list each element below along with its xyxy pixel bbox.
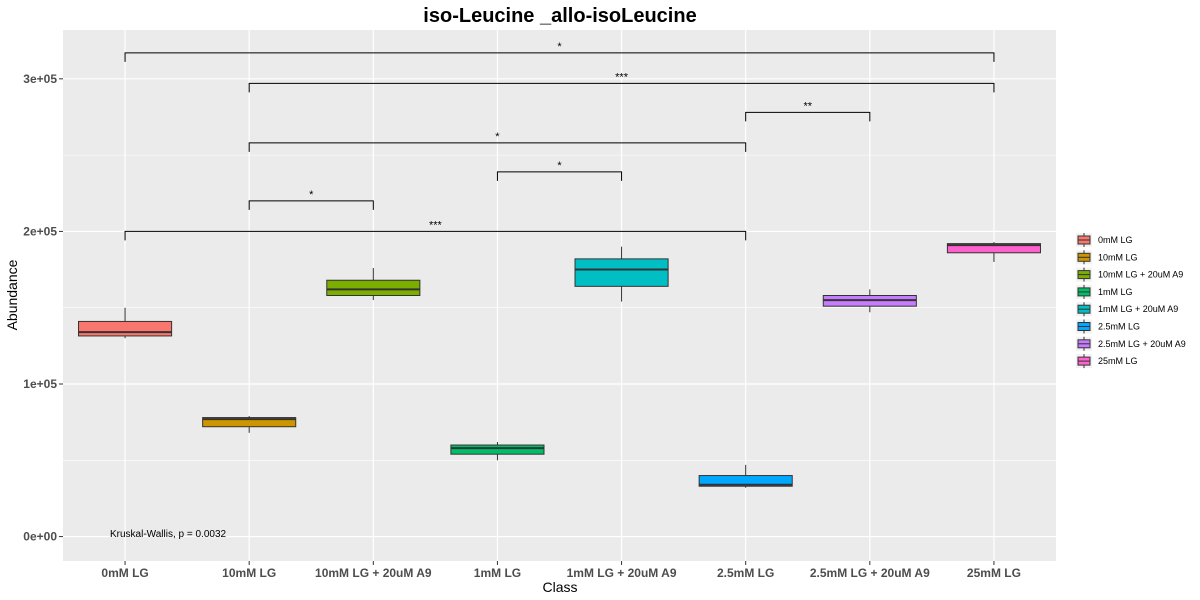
x-tick-label: 10mM LG + 20uM A9 (315, 566, 432, 580)
significance-label: * (309, 189, 314, 201)
comparison-bracket: * (248, 131, 747, 152)
legend-label: 10mM LG (1098, 252, 1138, 262)
comparison-bracket: * (124, 41, 995, 62)
box-3 (326, 268, 421, 301)
y-tick-label: 0e+00 (23, 530, 57, 544)
x-tick-label: 25mM LG (967, 566, 1021, 580)
box-body (574, 258, 669, 287)
box-body (698, 475, 793, 487)
significance-label: * (495, 131, 500, 143)
legend-item: 1mM LG (1076, 284, 1133, 299)
significance-label: ** (803, 100, 812, 112)
chart-title: iso-Leucine _allo-isoLeucine (423, 5, 696, 27)
kruskal-wallis-annotation: Kruskal-Wallis, p = 0.0032 (110, 529, 227, 540)
legend-item: 25mM LG (1076, 354, 1138, 369)
significance-label: *** (429, 219, 443, 231)
boxes (78, 242, 1041, 488)
y-tick-label: 1e+05 (23, 377, 57, 391)
x-tick-label: 1mM LG + 20uM A9 (567, 566, 677, 580)
legend-item: 2.5mM LG (1076, 319, 1140, 334)
bracket-line (124, 52, 995, 62)
y-tick-label: 3e+05 (23, 72, 57, 86)
bracket-line (248, 142, 747, 152)
box-2 (202, 416, 297, 433)
legend-label: 1mM LG + 20uM A9 (1098, 304, 1178, 314)
bracket-line (745, 111, 871, 122)
legend-label: 2.5mM LG + 20uM A9 (1098, 339, 1186, 349)
x-tick-label: 0mM LG (101, 566, 148, 580)
legend: 0mM LG 10mM LG 10mM LG + 20uM A9 1mM LG 1mM … (1076, 233, 1186, 369)
box-6 (698, 464, 793, 488)
comparison-bracket: * (496, 160, 623, 181)
legend-item: 10mM LG + 20uM A9 (1076, 267, 1183, 282)
box-4 (450, 441, 545, 461)
x-tick-label: 2.5mM LG (717, 566, 774, 580)
legend-item: 2.5mM LG + 20uM A9 (1076, 336, 1186, 351)
legend-label: 0mM LG (1098, 235, 1133, 245)
box-1 (78, 307, 173, 339)
box-7 (822, 289, 917, 313)
box-body (450, 444, 545, 455)
bracket-line (496, 171, 623, 181)
x-axis-title: Class (542, 579, 577, 595)
box-body (946, 243, 1041, 254)
bracket-line (248, 200, 374, 210)
significance-label: *** (615, 71, 629, 83)
box-body (78, 320, 173, 337)
y-axis: 0e+00 1e+05 2e+05 3e+05 (23, 72, 63, 544)
legend-item: 10mM LG (1076, 250, 1138, 265)
box-body (326, 279, 421, 297)
y-axis-title: Abundance (4, 259, 20, 330)
x-tick-label: 1mM LG (474, 566, 521, 580)
y-tick-label: 2e+05 (23, 224, 57, 238)
minor-gridlines (63, 154, 1056, 461)
significance-brackets: ************ (124, 41, 995, 241)
box-8 (946, 242, 1041, 262)
comparison-bracket: *** (124, 219, 747, 241)
significance-label: * (557, 41, 562, 53)
comparison-bracket: *** (248, 71, 995, 93)
legend-item: 0mM LG (1076, 233, 1133, 247)
significance-label: * (557, 160, 562, 172)
x-tick-label: 10mM LG (222, 566, 276, 580)
legend-label: 10mM LG + 20uM A9 (1098, 270, 1183, 280)
legend-label: 25mM LG (1098, 356, 1138, 366)
legend-label: 2.5mM LG (1098, 322, 1140, 332)
x-tick-label: 2.5mM LG + 20uM A9 (810, 566, 930, 580)
bracket-line (248, 82, 995, 93)
comparison-bracket: * (248, 189, 374, 210)
comparison-bracket: ** (745, 100, 871, 122)
bracket-line (124, 230, 747, 241)
legend-item: 1mM LG + 20uM A9 (1076, 302, 1178, 317)
box-body (202, 417, 297, 428)
box-5 (574, 246, 669, 302)
x-axis: 0mM LG 10mM LG 10mM LG + 20uM A9 1mM LG 1mM … (101, 561, 1021, 580)
legend-label: 1mM LG (1098, 287, 1133, 297)
